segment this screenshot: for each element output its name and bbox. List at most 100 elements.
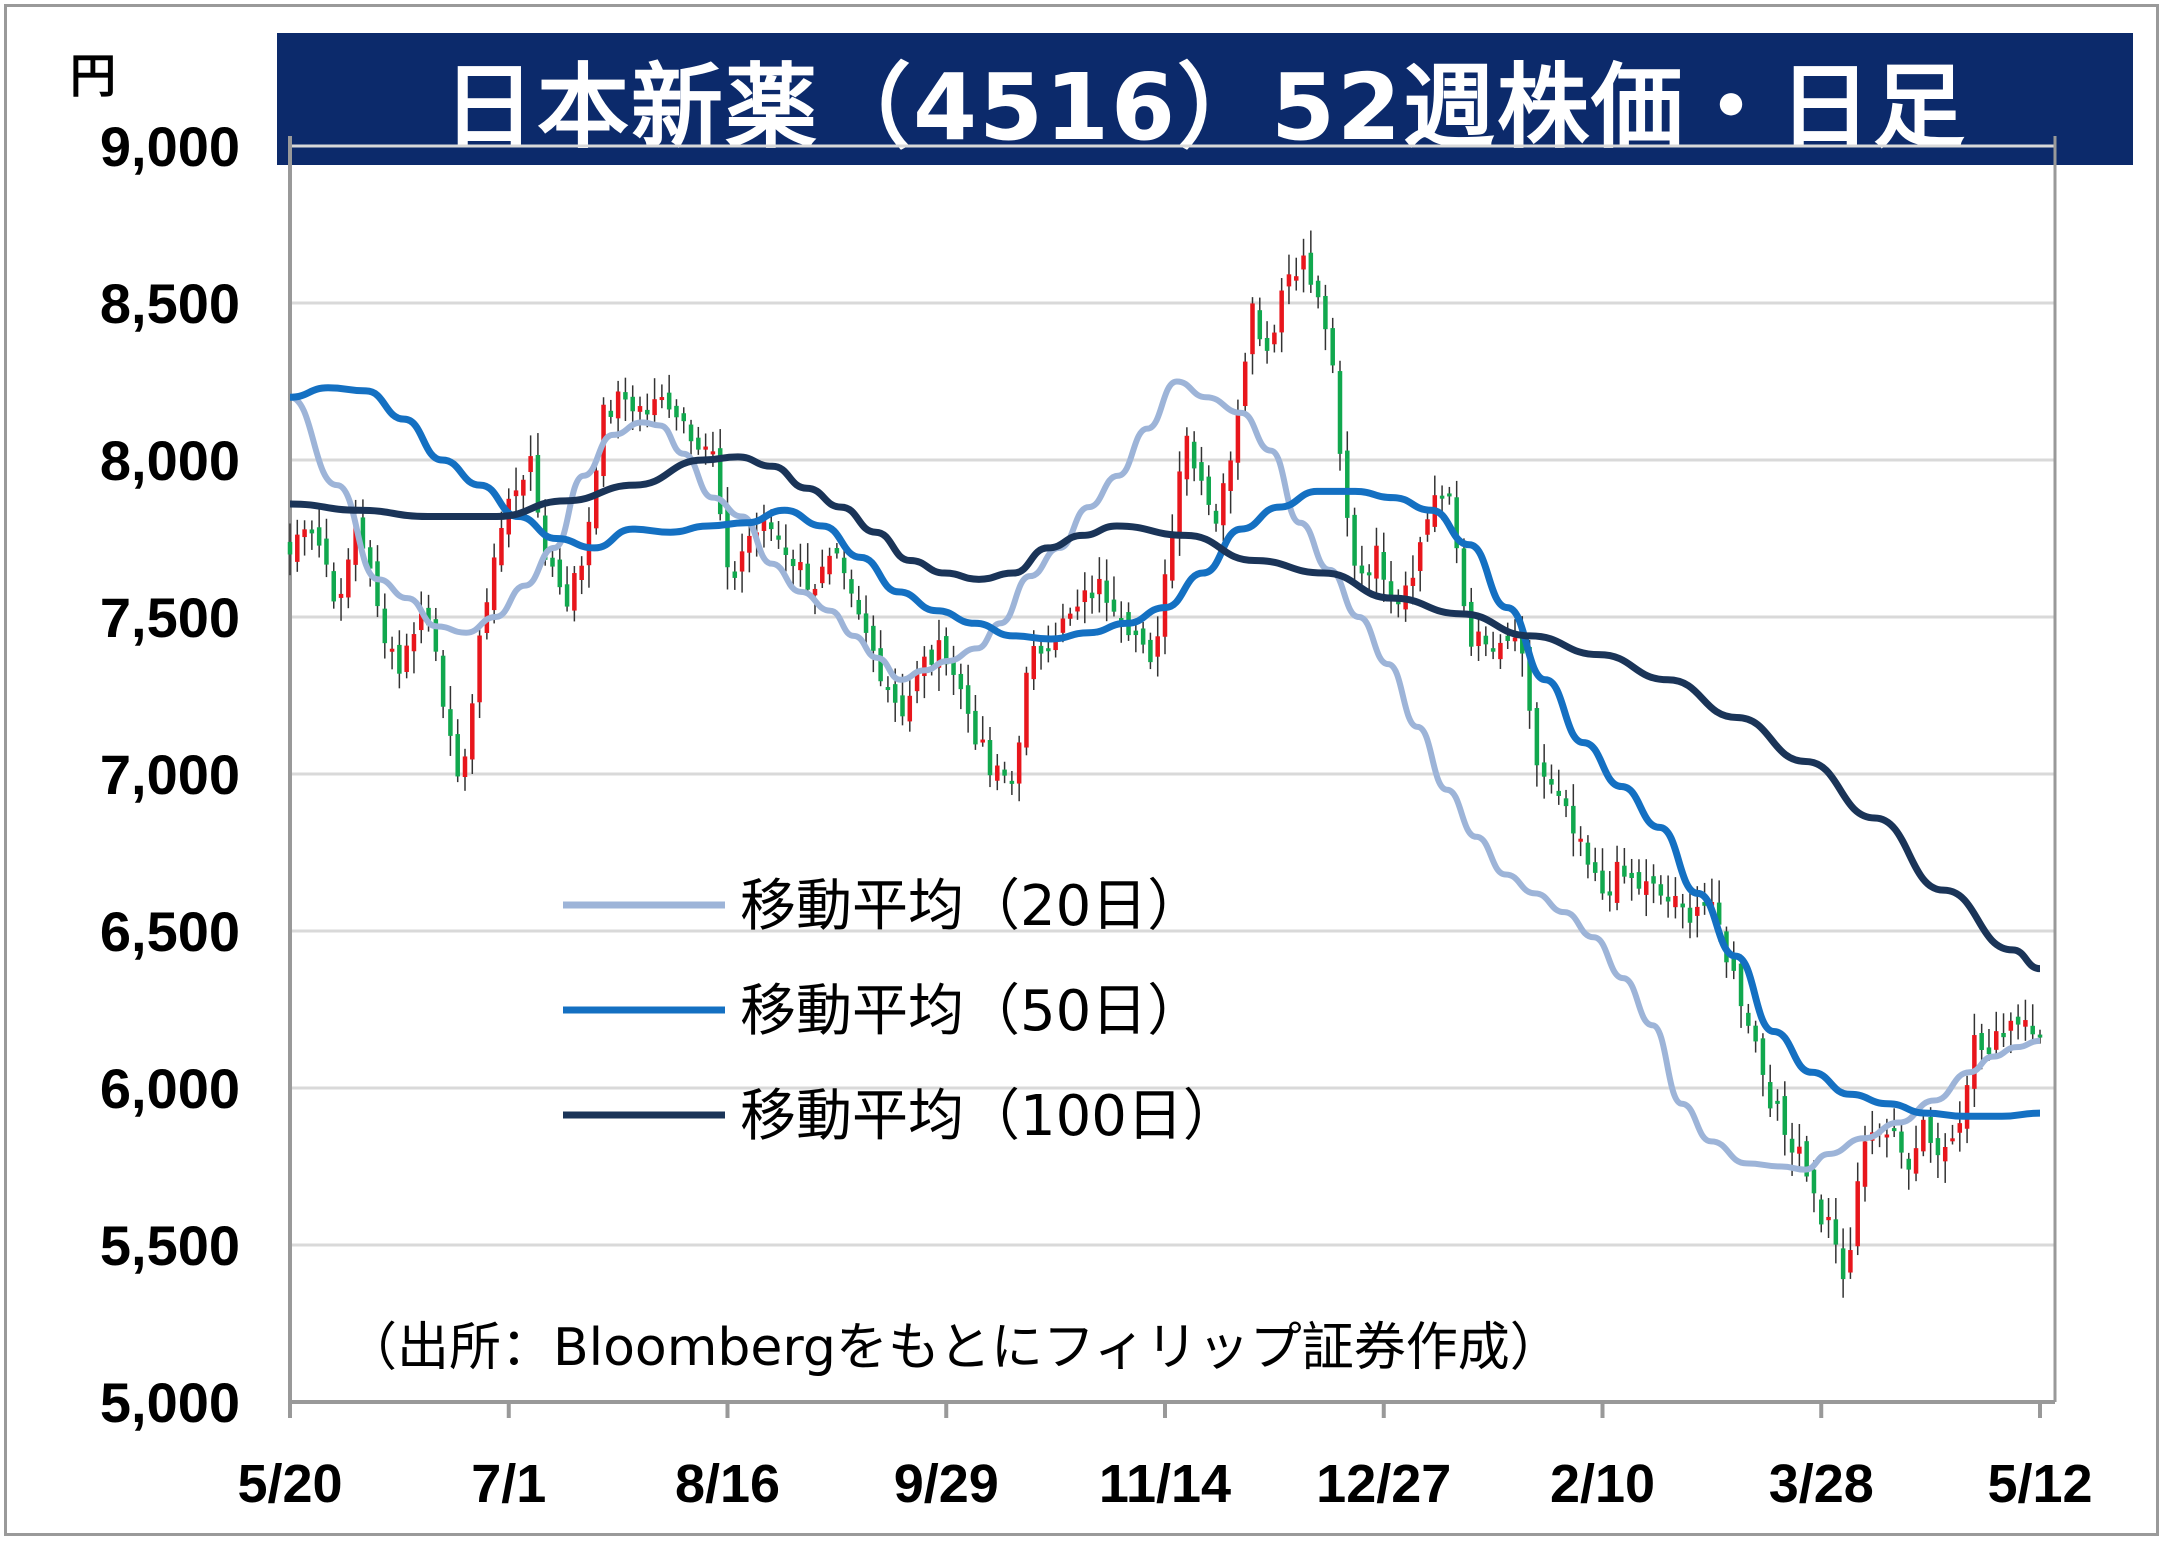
candle-body-up [353,521,358,565]
candle-body-down [1541,762,1547,777]
candle-body-up [1643,881,1649,895]
candle [1993,1011,1999,1058]
candle-body-up [586,521,592,566]
candle-body-down [1206,476,1212,505]
candle [943,627,949,676]
candle-body-down [863,613,869,633]
candle-body-up [936,640,942,668]
candle [528,435,533,491]
candle-body-down [1556,790,1562,796]
candle [674,399,679,431]
candle [885,676,891,703]
candle-body-down [550,557,555,567]
candle-body-up [710,451,716,455]
candle-body-down [849,579,854,594]
source-note: （出所：Bloombergをもとにフィリップ証券作成） [345,1318,1562,1378]
candle [1972,1013,1977,1107]
y-tick-label: 5,000 [100,1371,240,1434]
candle-body-down [331,571,337,602]
candle [287,523,293,576]
candle-body-down [367,547,373,569]
candle-body-down [878,648,883,682]
candle-body-up [1060,618,1066,633]
candle [805,543,810,597]
candle [1352,507,1357,587]
candle-body-down [1760,1038,1766,1075]
ma-line-20 [289,378,2041,1173]
candle [1082,572,1088,624]
candle-body-up [302,529,307,538]
y-tick-label: 9,000 [100,115,240,178]
candle [1432,475,1438,533]
candle-body-down [1767,1082,1773,1109]
candle-body-up [1848,1250,1853,1273]
candle-body-down [1009,780,1015,784]
candle [1563,789,1569,818]
candle-body-down [973,710,978,745]
candle [1782,1081,1788,1156]
candle [1374,527,1379,594]
candle [1665,875,1671,918]
candle [572,566,577,622]
candle-body-up [404,645,409,672]
candle-body-down [666,392,672,410]
candle-body-up [907,695,913,722]
candle [499,511,504,572]
candle [958,663,964,710]
candle [761,504,767,548]
candle [1468,587,1474,656]
candle-body-down [1680,903,1685,908]
candle-body-up [1301,255,1306,270]
candle [1797,1124,1802,1170]
candle-body-down [433,619,439,652]
y-axis-unit: 円 [70,49,116,103]
candle-body-down [1461,548,1467,607]
candle [856,585,862,620]
candle-body-up [739,551,745,572]
candle [1600,848,1605,900]
candle-body-down [1804,1141,1809,1177]
x-tick-label: 7/1 [471,1454,546,1514]
candle-body-down [1738,963,1744,1007]
candle [455,719,460,783]
candle [1483,626,1489,657]
candle-body-up [477,635,482,703]
candle [1913,1125,1919,1182]
candle [1753,1020,1758,1053]
candle-body-down [2015,1016,2021,1025]
candle-body-down [1046,648,1051,652]
candle-body-down [1658,884,1664,896]
candle-body-down [324,538,329,565]
candle [1242,352,1248,414]
x-tick-label: 8/16 [675,1454,780,1514]
candle-body-up [1855,1181,1860,1247]
candle-body-down [900,695,905,717]
candle-body-down [1257,310,1263,340]
candle-body-down [1140,628,1146,645]
candle [790,549,796,589]
candle-body-down [557,559,563,588]
candle-body-up [914,672,920,692]
candle [623,377,628,421]
candle-body-down [871,625,876,651]
candle-body-up [922,656,927,677]
candle [1680,893,1685,929]
candle-body-down [1366,572,1372,576]
candle-body-up [499,528,504,566]
candle [965,664,971,733]
candle-body-up [1884,1134,1890,1138]
candle [1177,451,1182,556]
candle-body-down [965,685,971,714]
candle-body-down [768,522,774,530]
candle-body-down [1038,645,1044,654]
candle-body-up [615,391,621,419]
x-tick-label: 5/20 [237,1454,342,1514]
candle-body-down [856,599,862,615]
candle-body-up [528,456,533,473]
candle-body-up [1016,742,1022,784]
candle-body-down [1439,495,1445,499]
candle-body-up [637,406,643,412]
candle-body-down [951,661,956,675]
candle-body-up [411,634,417,652]
y-tick-label: 7,500 [100,586,240,649]
